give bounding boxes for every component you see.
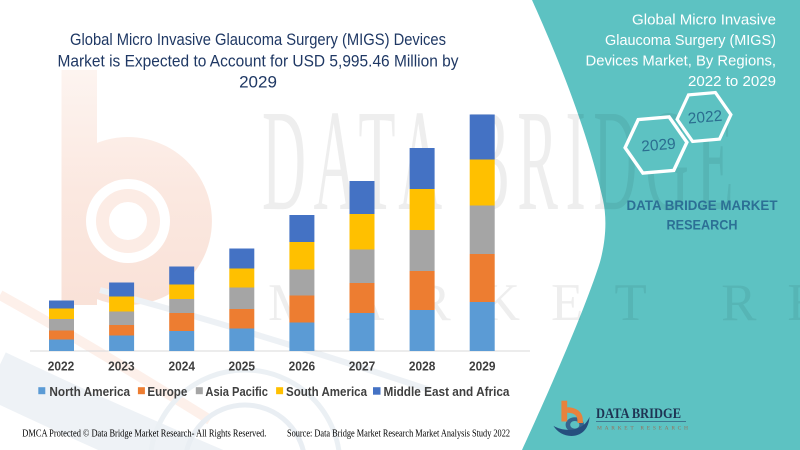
svg-text:DATA BRIDGE MARKET: DATA BRIDGE MARKET bbox=[627, 197, 778, 213]
svg-text:2024: 2024 bbox=[168, 358, 195, 373]
svg-text:2022 to 2029: 2022 to 2029 bbox=[688, 74, 776, 90]
svg-text:Glaucoma Surgery (MIGS): Glaucoma Surgery (MIGS) bbox=[605, 33, 776, 49]
svg-text:2029: 2029 bbox=[469, 358, 496, 373]
svg-text:South America: South America bbox=[286, 385, 368, 399]
svg-text:Global Micro Invasive Glaucoma: Global Micro Invasive Glaucoma Surgery (… bbox=[70, 30, 446, 49]
svg-text:2023: 2023 bbox=[108, 358, 135, 373]
svg-text:2022: 2022 bbox=[687, 108, 723, 128]
svg-text:2027: 2027 bbox=[349, 358, 376, 373]
svg-text:Global Micro Invasive: Global Micro Invasive bbox=[632, 13, 776, 29]
svg-text:Europe: Europe bbox=[147, 385, 187, 399]
svg-text:North America: North America bbox=[49, 385, 131, 399]
svg-text:MARKET RESEARCH: MARKET RESEARCH bbox=[597, 426, 691, 432]
svg-text:MARKET RESEARCH: MARKET RESEARCH bbox=[268, 274, 800, 332]
svg-text:2029: 2029 bbox=[641, 136, 677, 156]
svg-text:Asia Pacific: Asia Pacific bbox=[205, 385, 268, 399]
svg-text:RESEARCH: RESEARCH bbox=[667, 217, 738, 233]
svg-text:2028: 2028 bbox=[409, 358, 436, 373]
svg-text:Source: Data Bridge Market Res: Source: Data Bridge Market Research Mark… bbox=[287, 428, 510, 439]
svg-text:2029: 2029 bbox=[239, 73, 277, 92]
svg-text:Middle East and Africa: Middle East and Africa bbox=[384, 385, 511, 399]
svg-text:2025: 2025 bbox=[229, 358, 256, 373]
svg-text:Market is Expected to Account: Market is Expected to Account for USD 5,… bbox=[58, 51, 459, 70]
svg-text:DMCA Protected © Data Bridge M: DMCA Protected © Data Bridge Market Rese… bbox=[22, 428, 266, 439]
svg-text:Devices Market, By Regions,: Devices Market, By Regions, bbox=[586, 54, 777, 70]
svg-text:DATA BRIDGE: DATA BRIDGE bbox=[596, 406, 681, 422]
svg-text:2026: 2026 bbox=[289, 358, 316, 373]
svg-text:2022: 2022 bbox=[48, 358, 75, 373]
